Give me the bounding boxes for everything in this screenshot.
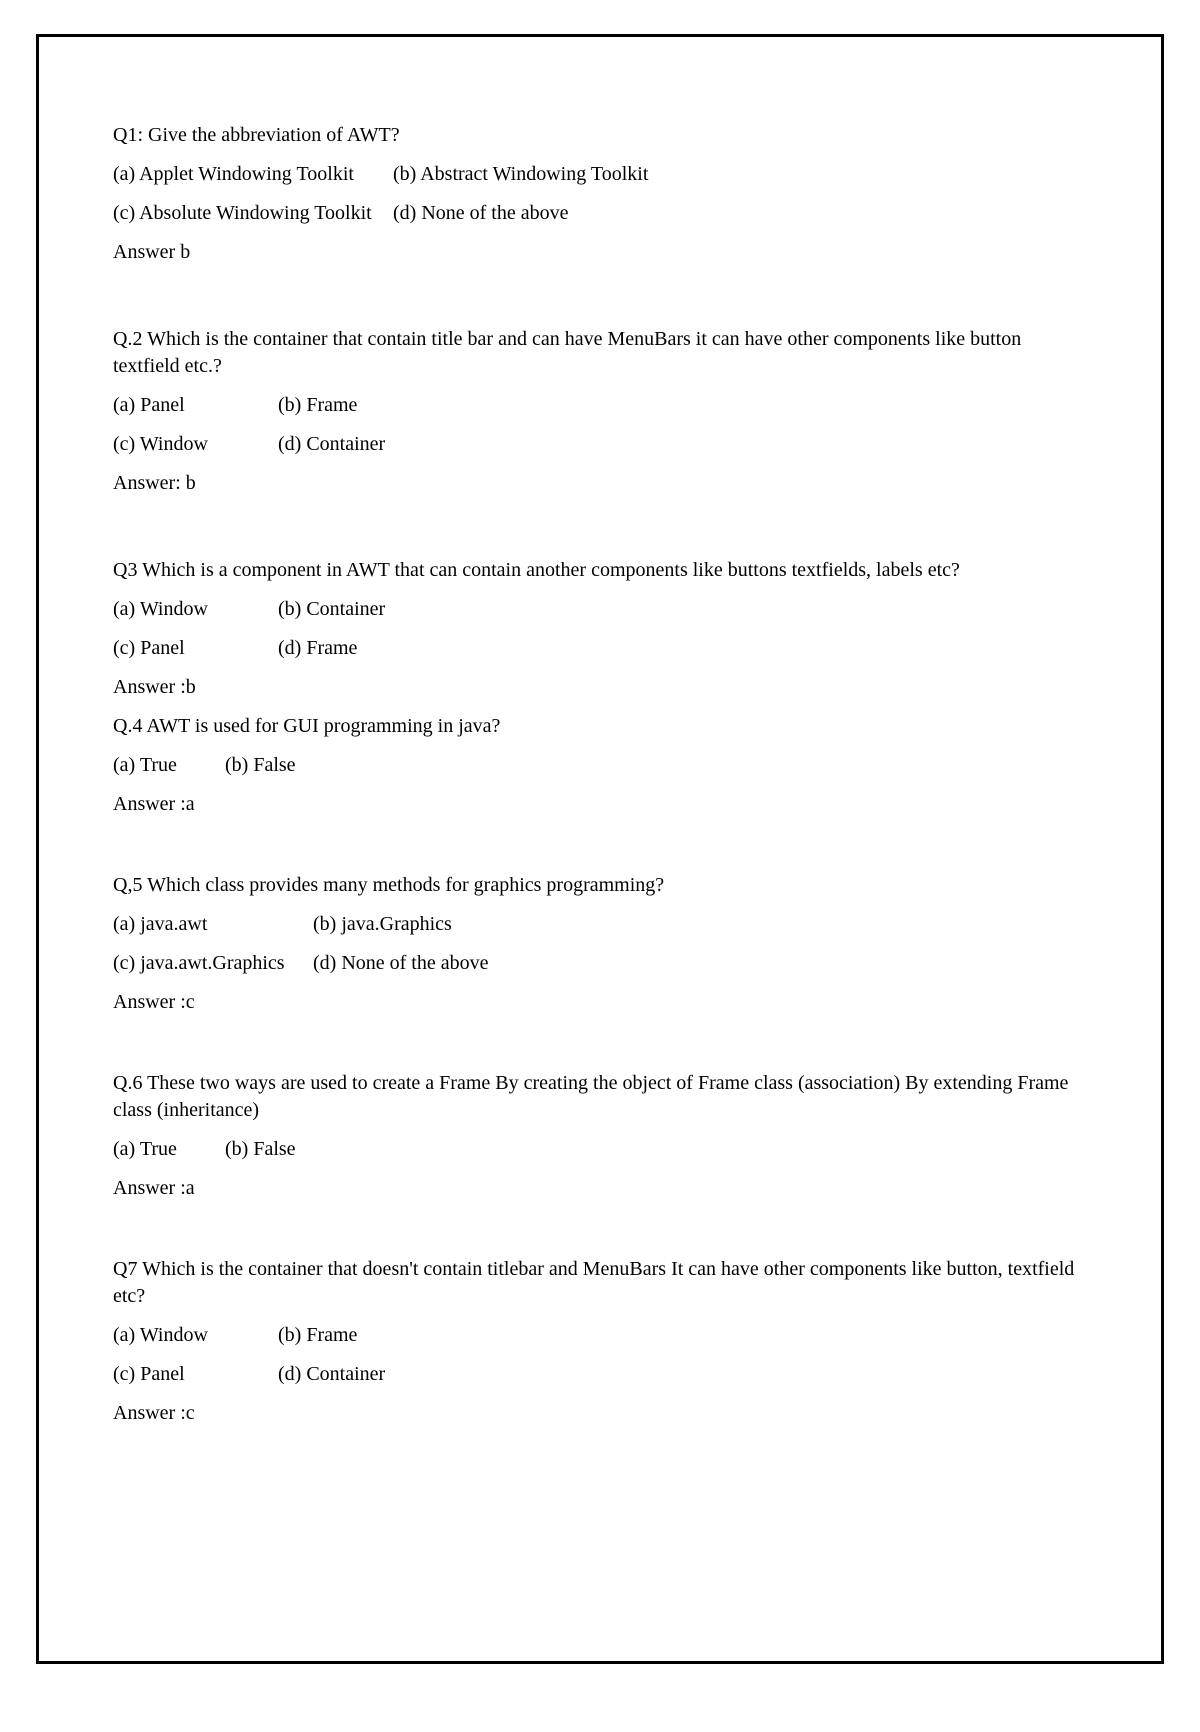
q6-option-a: (a) True — [113, 1136, 225, 1163]
q5-option-b: (b) java.Graphics — [313, 911, 1087, 938]
q2-option-b: (b) Frame — [278, 392, 1087, 419]
q1-option-d: (d) None of the above — [393, 200, 1087, 227]
q1-option-c: (c) Absolute Windowing Toolkit — [113, 200, 393, 227]
q3-option-c: (c) Panel — [113, 635, 278, 662]
document-page: Q1: Give the abbreviation of AWT? (a) Ap… — [36, 34, 1164, 1664]
q5-answer: Answer :c — [113, 989, 1087, 1016]
q1-option-a: (a) Applet Windowing Toolkit — [113, 161, 393, 188]
q3-option-d: (d) Frame — [278, 635, 1087, 662]
q1-question: Q1: Give the abbreviation of AWT? — [113, 122, 1087, 149]
q7-question: Q7 Which is the container that doesn't c… — [113, 1256, 1087, 1310]
q3-answer: Answer :b — [113, 674, 1087, 701]
q4-question: Q.4 AWT is used for GUI programming in j… — [113, 713, 1087, 740]
q2-option-d: (d) Container — [278, 431, 1087, 458]
q6-option-b: (b) False — [225, 1136, 1087, 1163]
q1-answer: Answer b — [113, 239, 1087, 266]
q4-answer: Answer :a — [113, 791, 1087, 818]
q6-answer: Answer :a — [113, 1175, 1087, 1202]
q1-option-b: (b) Abstract Windowing Toolkit — [393, 161, 1087, 188]
q5-option-a: (a) java.awt — [113, 911, 313, 938]
q2-answer: Answer: b — [113, 470, 1087, 497]
q2-question: Q.2 Which is the container that contain … — [113, 326, 1087, 380]
q5-option-d: (d) None of the above — [313, 950, 1087, 977]
q5-option-c: (c) java.awt.Graphics — [113, 950, 313, 977]
q6-question: Q.6 These two ways are used to create a … — [113, 1070, 1087, 1124]
q7-option-d: (d) Container — [278, 1361, 1087, 1388]
q5-question: Q,5 Which class provides many methods fo… — [113, 872, 1087, 899]
q3-question: Q3 Which is a component in AWT that can … — [113, 557, 1087, 584]
q7-option-c: (c) Panel — [113, 1361, 278, 1388]
q7-option-a: (a) Window — [113, 1322, 278, 1349]
q2-option-c: (c) Window — [113, 431, 278, 458]
q7-option-b: (b) Frame — [278, 1322, 1087, 1349]
q3-option-a: (a) Window — [113, 596, 278, 623]
q3-option-b: (b) Container — [278, 596, 1087, 623]
q4-option-a: (a) True — [113, 752, 225, 779]
q7-answer: Answer :c — [113, 1400, 1087, 1427]
q2-option-a: (a) Panel — [113, 392, 278, 419]
q4-option-b: (b) False — [225, 752, 1087, 779]
